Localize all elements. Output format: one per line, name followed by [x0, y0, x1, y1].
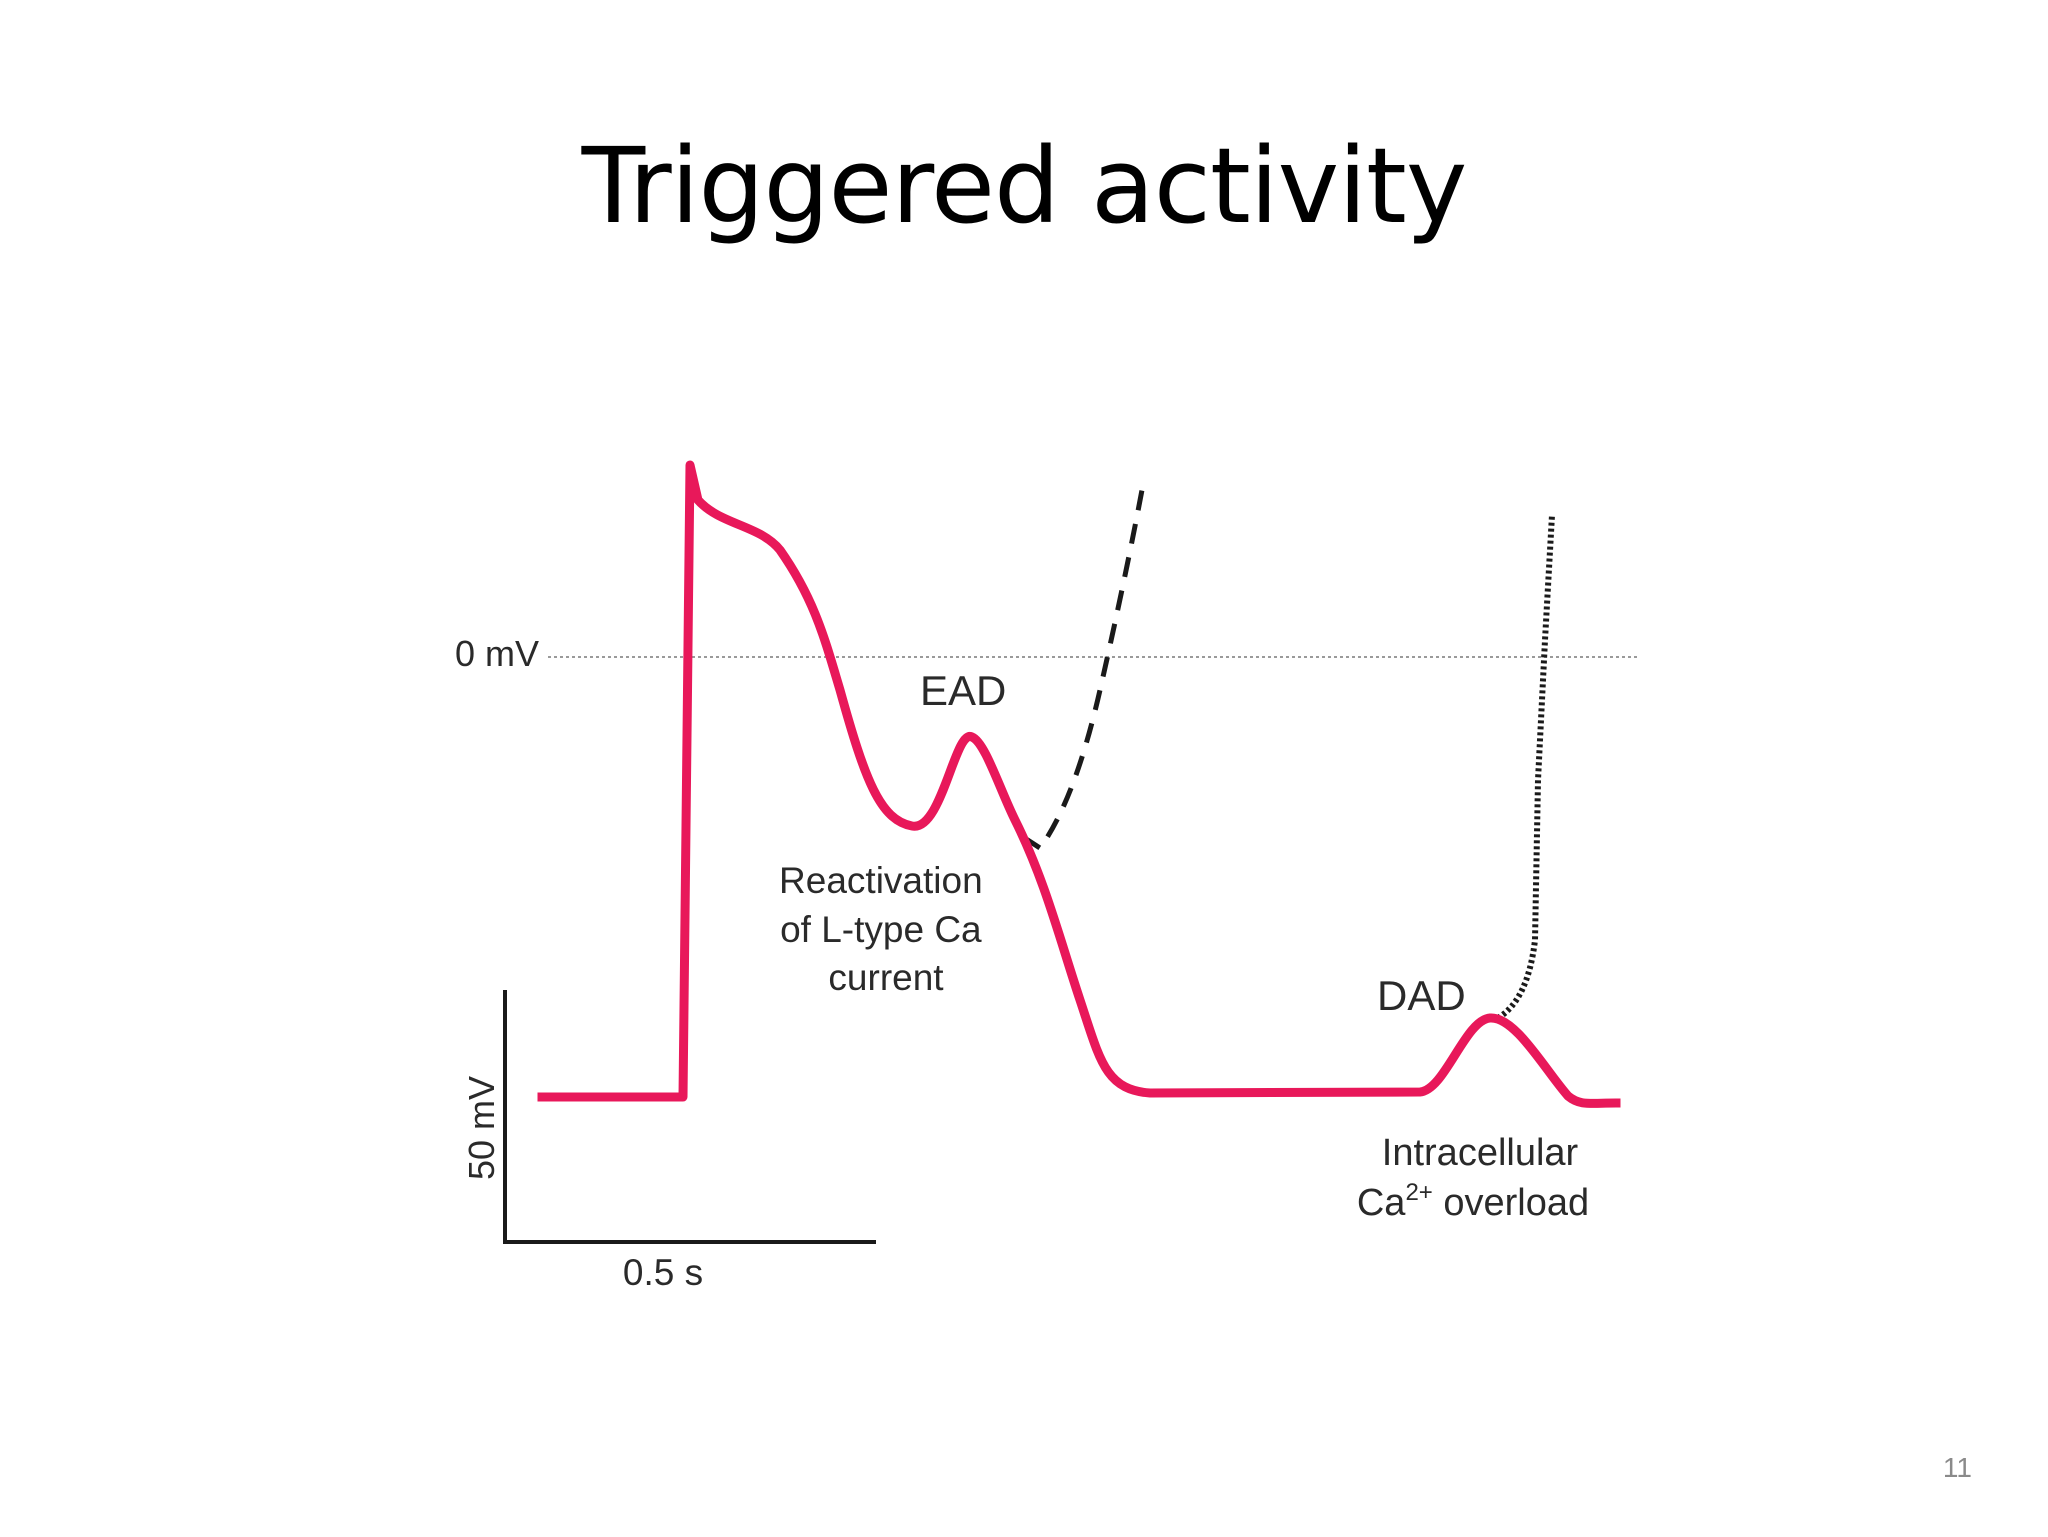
- dad-label: DAD: [1377, 972, 1466, 1019]
- slide-title: Triggered activity: [581, 125, 1468, 247]
- ead-triggered-upstroke: [1021, 489, 1145, 852]
- dad-caption-suffix: overload: [1433, 1182, 1589, 1224]
- ead-label: EAD: [920, 667, 1006, 714]
- dad-caption-superscript: 2+: [1405, 1179, 1432, 1206]
- scale-y-label: 50 mV: [461, 1076, 502, 1180]
- ead-caption-line-3: current: [828, 957, 944, 998]
- dad-triggered-upstroke: [1496, 514, 1555, 1021]
- dad-caption-line-2: Ca2+ overload: [1357, 1179, 1589, 1224]
- ead-caption: Reactivation of L-type Ca current: [779, 860, 993, 998]
- scale-x-label: 0.5 s: [623, 1252, 703, 1293]
- dad-caption-line-1: Intracellular: [1382, 1132, 1579, 1174]
- ead-caption-line-2: of L-type Ca: [780, 909, 982, 950]
- ead-caption-line-1: Reactivation: [779, 860, 983, 901]
- action-potential-trace: [537, 460, 1621, 1108]
- dad-caption-prefix: Ca: [1357, 1182, 1406, 1224]
- page-number: 11: [1942, 1452, 1972, 1483]
- zero-mv-label: 0 mV: [455, 633, 539, 674]
- scale-bar: [503, 990, 876, 1244]
